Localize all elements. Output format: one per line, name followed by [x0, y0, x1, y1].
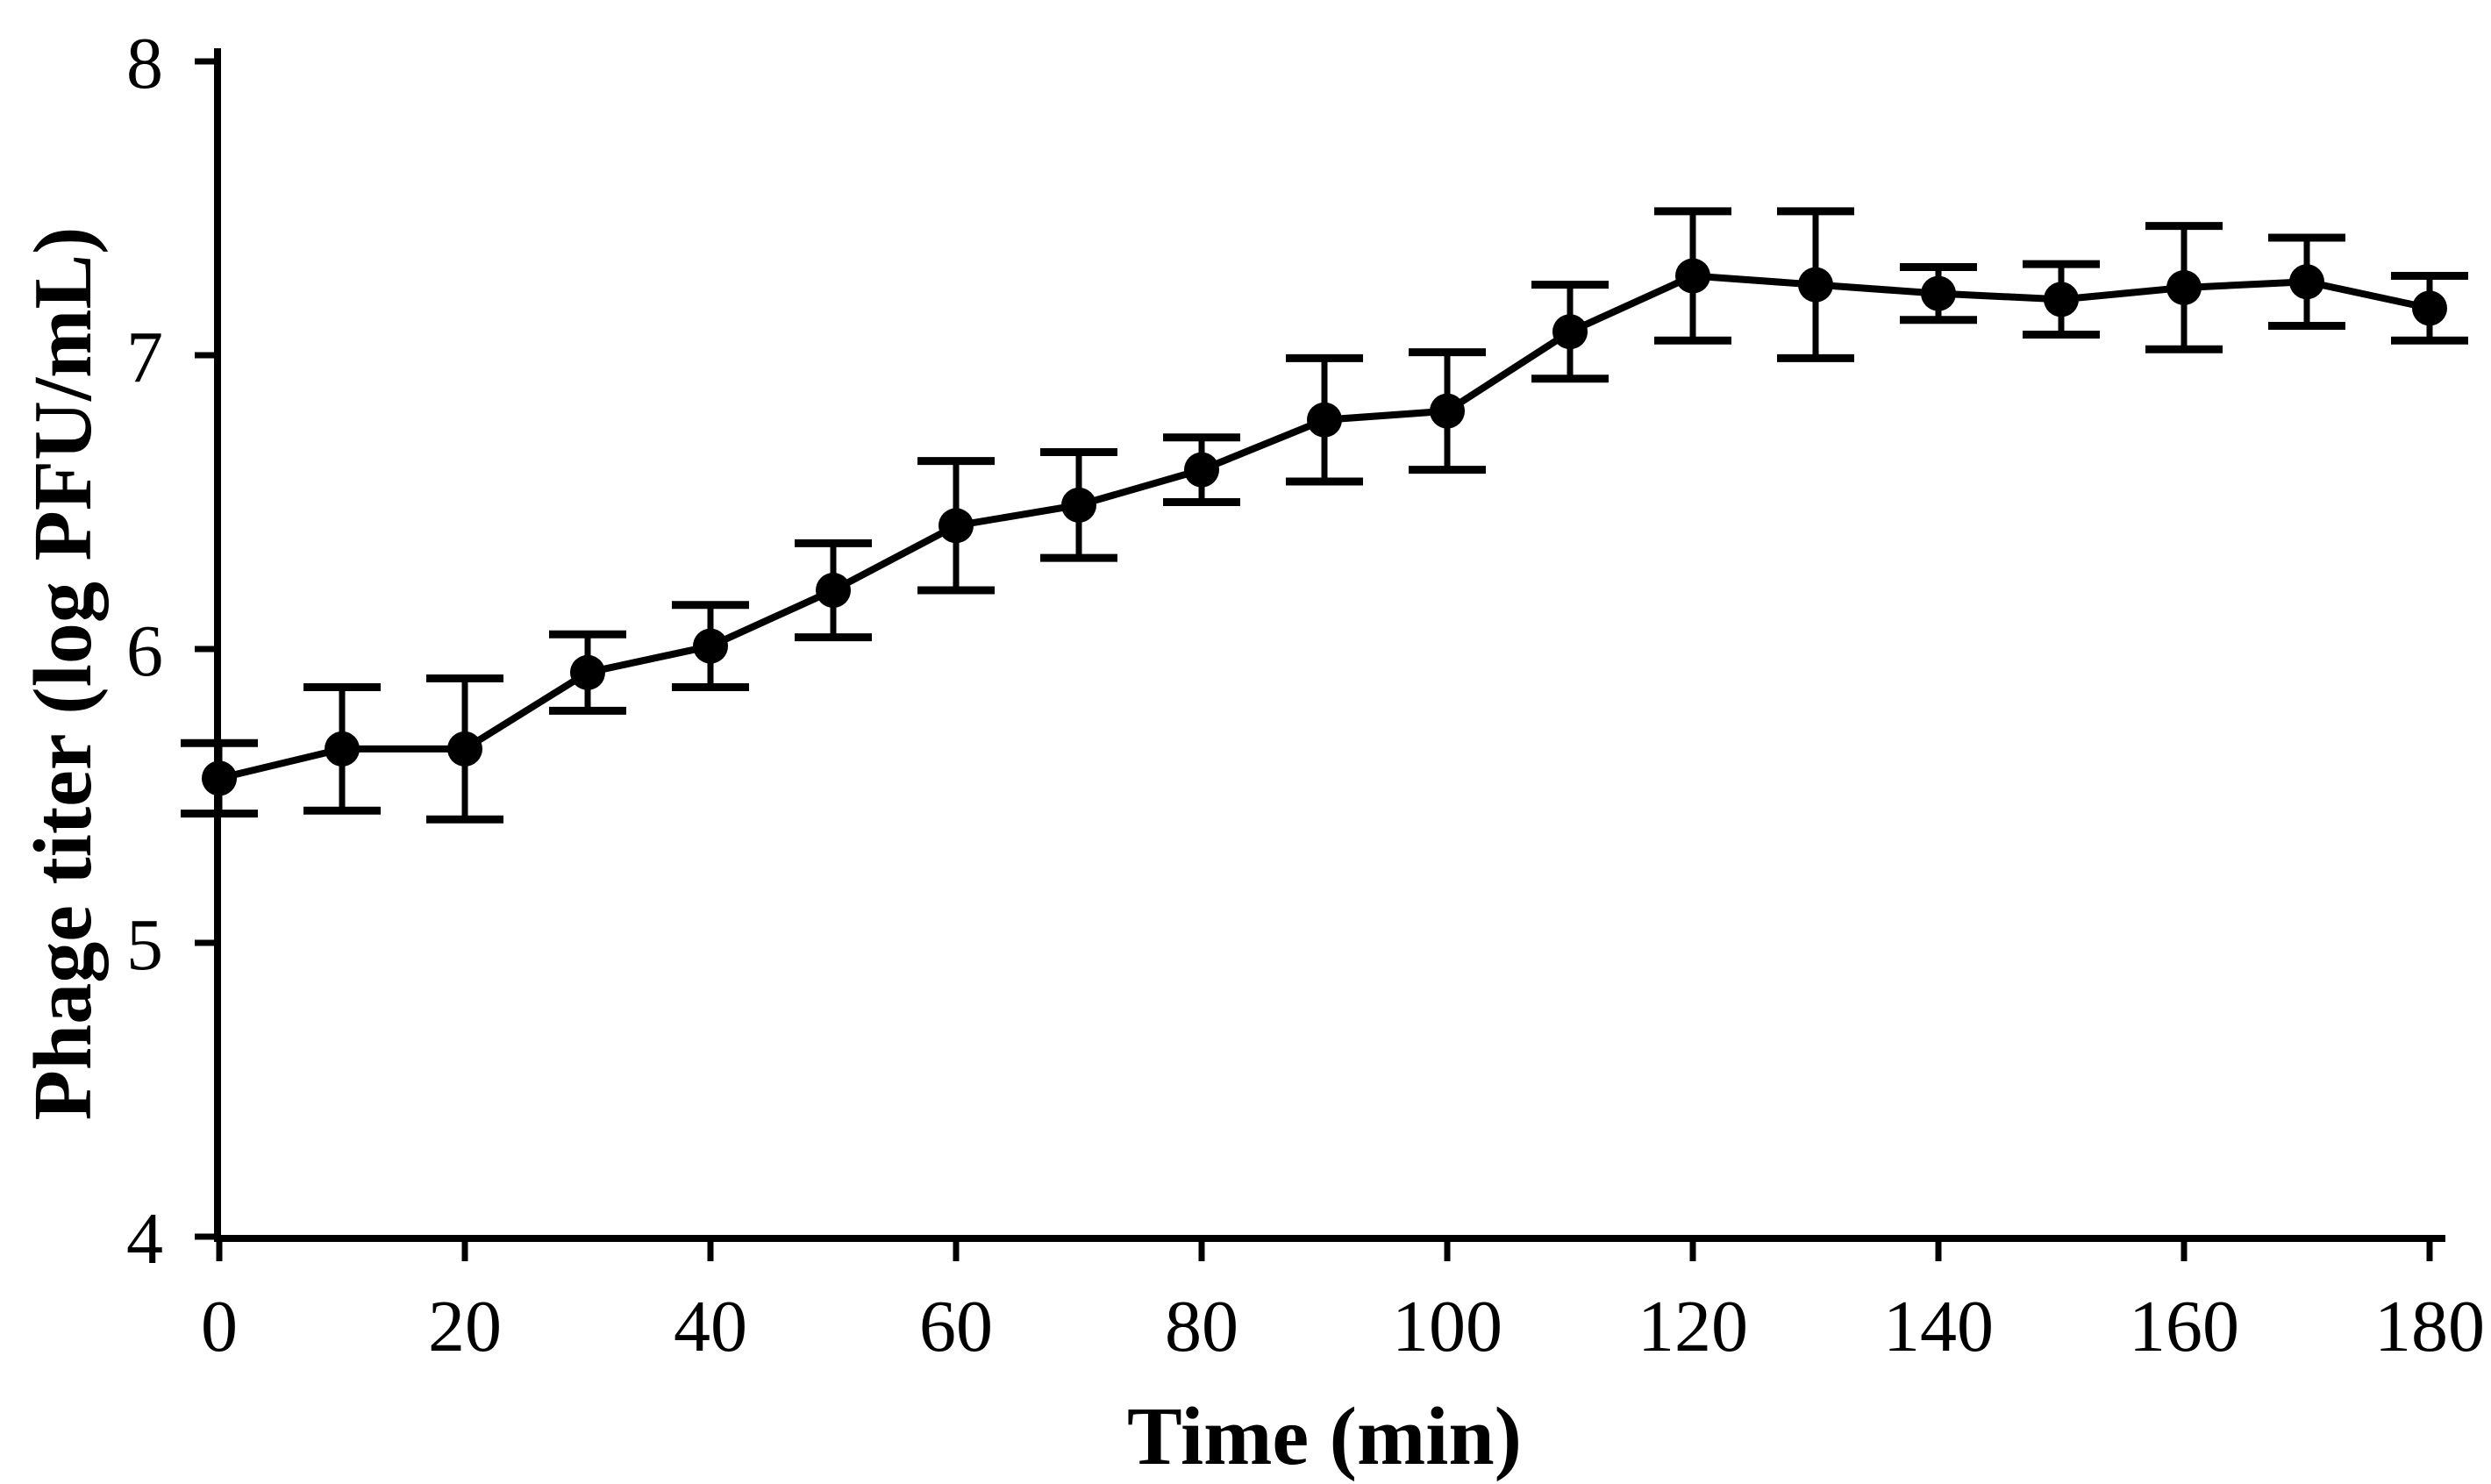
data-point-marker	[1675, 258, 1710, 294]
data-point-marker	[1552, 314, 1588, 350]
x-tick-label: 140	[1883, 1286, 1994, 1367]
data-point-marker	[1307, 402, 1342, 438]
x-tick-label: 60	[919, 1286, 993, 1367]
data-point-marker	[447, 731, 482, 767]
data-point-marker	[1061, 487, 1096, 523]
x-tick-label: 20	[428, 1286, 502, 1367]
data-point-marker	[570, 654, 605, 690]
data-point-marker	[1798, 267, 1833, 303]
x-tick-label: 80	[1165, 1286, 1238, 1367]
data-point-marker	[693, 628, 728, 664]
y-tick-label: 8	[126, 23, 163, 104]
data-point-marker	[2412, 290, 2447, 326]
x-tick-label: 180	[2374, 1286, 2485, 1367]
x-tick-label: 40	[674, 1286, 747, 1367]
data-point-marker	[202, 760, 237, 796]
data-point-marker	[1184, 452, 1219, 488]
data-point-marker	[2166, 269, 2202, 305]
x-tick-label: 120	[1638, 1286, 1748, 1367]
data-point-marker	[1921, 275, 1956, 311]
data-line	[218, 272, 2430, 782]
data-point-marker	[1430, 393, 1465, 429]
data-point-marker	[939, 508, 974, 544]
x-tick-label: 160	[2129, 1286, 2239, 1367]
x-tick-label: 100	[1392, 1286, 1502, 1367]
data-point-marker	[2044, 282, 2079, 317]
y-tick-label: 5	[126, 904, 163, 986]
y-tick-label: 6	[126, 610, 163, 692]
y-axis-title: Phage titer (log PFU/mL)	[18, 226, 109, 1121]
data-point-marker	[2289, 264, 2324, 300]
y-tick-label: 7	[126, 317, 163, 398]
y-tick-label: 4	[126, 1198, 163, 1280]
data-point-marker	[325, 731, 360, 767]
data-point-marker	[816, 573, 851, 608]
x-axis-title: Time (min)	[1127, 1391, 1522, 1482]
x-tick-label: 0	[201, 1286, 238, 1367]
